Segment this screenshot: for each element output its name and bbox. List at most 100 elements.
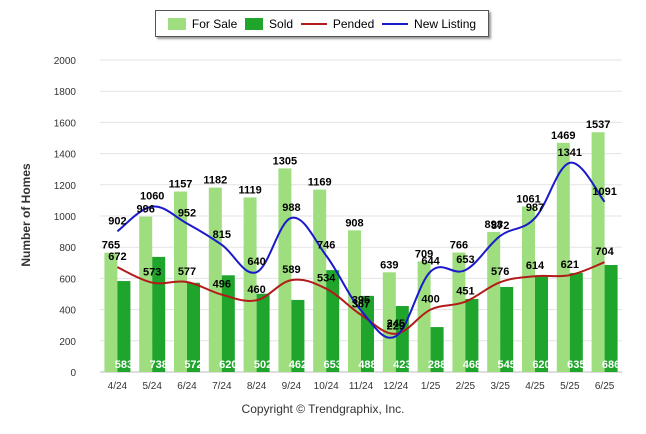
label-sold: 488 xyxy=(358,359,376,371)
label-new-listing: 872 xyxy=(491,220,509,232)
x-tick-label: 12/24 xyxy=(383,381,408,392)
label-pended: 589 xyxy=(282,264,300,276)
label-for-sale: 1305 xyxy=(273,155,297,167)
label-for-sale: 639 xyxy=(380,259,398,271)
y-tick-label: 1800 xyxy=(54,87,77,98)
y-tick-label: 1400 xyxy=(54,150,77,161)
x-tick-label: 7/24 xyxy=(212,381,232,392)
legend-item-new-listing: New Listing xyxy=(382,17,476,31)
x-tick-label: 3/25 xyxy=(490,381,510,392)
bar-for-sale xyxy=(382,272,396,372)
x-tick-label: 5/25 xyxy=(560,381,580,392)
x-tick-label: 6/25 xyxy=(595,381,615,392)
label-sold: 462 xyxy=(289,359,307,371)
bar-for-sale xyxy=(243,197,257,372)
bar-for-sale xyxy=(522,206,535,372)
label-sold: 583 xyxy=(115,359,133,371)
legend-swatch-new-listing xyxy=(382,22,409,25)
legend-swatch-sold xyxy=(245,17,264,30)
label-pended: 460 xyxy=(247,284,265,296)
x-tick-label: 9/24 xyxy=(282,381,302,392)
label-sold: 738 xyxy=(150,359,168,371)
y-tick-label: 2000 xyxy=(54,56,77,67)
label-for-sale: 908 xyxy=(345,217,363,229)
label-pended: 451 xyxy=(456,286,474,298)
x-tick-label: 1/25 xyxy=(421,381,441,392)
label-sold: 502 xyxy=(254,359,272,371)
legend-swatch-for-sale xyxy=(167,17,186,30)
label-new-listing: 1341 xyxy=(558,147,582,159)
bar-for-sale xyxy=(313,189,327,372)
y-tick-label: 1200 xyxy=(54,181,77,192)
label-pended: 704 xyxy=(595,246,614,258)
bar-sold xyxy=(291,299,305,372)
label-pended: 496 xyxy=(213,279,231,291)
y-tick-label: 800 xyxy=(59,243,76,254)
line-pended xyxy=(116,261,605,335)
legend-label-sold: Sold xyxy=(269,16,294,31)
y-tick-label: 1600 xyxy=(54,118,77,129)
label-for-sale: 1469 xyxy=(551,130,575,142)
label-for-sale: 1119 xyxy=(238,184,261,196)
bar-sold xyxy=(152,256,166,372)
label-for-sale: 1182 xyxy=(203,175,227,187)
label-sold: 423 xyxy=(393,359,411,371)
legend-label-pended: Pended xyxy=(332,16,375,31)
label-new-listing: 952 xyxy=(178,207,196,219)
x-tick-label: 10/24 xyxy=(314,381,339,392)
label-sold: 686 xyxy=(602,359,620,371)
x-tick-label: 6/24 xyxy=(177,381,197,392)
label-pended: 367 xyxy=(352,299,370,311)
label-pended: 614 xyxy=(526,260,545,272)
chart-legend: For Sale Sold Pended New Listing xyxy=(155,10,489,37)
legend-item-for-sale: For Sale xyxy=(167,16,238,31)
bar-sold xyxy=(465,298,479,372)
bar-sold xyxy=(256,293,270,372)
label-new-listing: 1060 xyxy=(140,191,164,203)
bar-for-sale xyxy=(139,216,153,372)
label-for-sale: 1157 xyxy=(169,179,193,191)
bar-for-sale xyxy=(104,252,118,372)
bar-sold xyxy=(535,275,548,372)
x-tick-label: 4/25 xyxy=(525,381,545,392)
y-tick-label: 0 xyxy=(70,368,76,379)
bar-for-sale xyxy=(556,142,570,372)
bar-sold xyxy=(430,327,444,372)
label-for-sale: 709 xyxy=(415,248,433,260)
label-new-listing: 229 xyxy=(387,320,405,332)
label-new-listing: 988 xyxy=(282,202,300,214)
line-new-listing xyxy=(116,161,606,339)
copyright-text: Copyright © Trendgraphix, Inc. xyxy=(241,402,405,416)
label-sold: 620 xyxy=(532,359,550,371)
bar-for-sale xyxy=(591,132,605,372)
label-new-listing: 644 xyxy=(421,256,440,268)
bar-for-sale xyxy=(487,231,501,372)
bar-sold xyxy=(187,282,200,372)
x-tick-label: 5/24 xyxy=(142,381,162,392)
label-new-listing: 987 xyxy=(526,202,544,214)
label-pended: 573 xyxy=(143,267,161,279)
label-pended: 245 xyxy=(387,318,405,330)
label-new-listing: 640 xyxy=(247,256,265,268)
label-for-sale: 766 xyxy=(450,240,468,252)
legend-label-new-listing: New Listing xyxy=(414,16,477,31)
bar-sold xyxy=(569,272,583,372)
x-tick-label: 2/25 xyxy=(456,381,476,392)
label-for-sale: 898 xyxy=(485,219,503,231)
bar-sold xyxy=(500,286,514,372)
label-sold: 620 xyxy=(219,359,237,371)
label-pended: 672 xyxy=(108,251,126,263)
y-tick-label: 600 xyxy=(59,274,76,285)
legend-item-pended: Pended xyxy=(300,16,375,31)
x-tick-label: 8/24 xyxy=(247,381,267,392)
y-tick-label: 200 xyxy=(59,337,76,348)
label-pended: 577 xyxy=(178,266,196,278)
bar-sold xyxy=(221,275,235,372)
label-for-sale: 765 xyxy=(102,240,120,252)
bar-for-sale xyxy=(208,187,222,372)
label-for-sale: 1169 xyxy=(308,177,332,189)
legend-swatch-pended xyxy=(300,22,327,25)
bar-sold xyxy=(326,270,340,372)
x-tick-label: 11/24 xyxy=(349,381,374,392)
legend-label-for-sale: For Sale xyxy=(191,16,238,31)
